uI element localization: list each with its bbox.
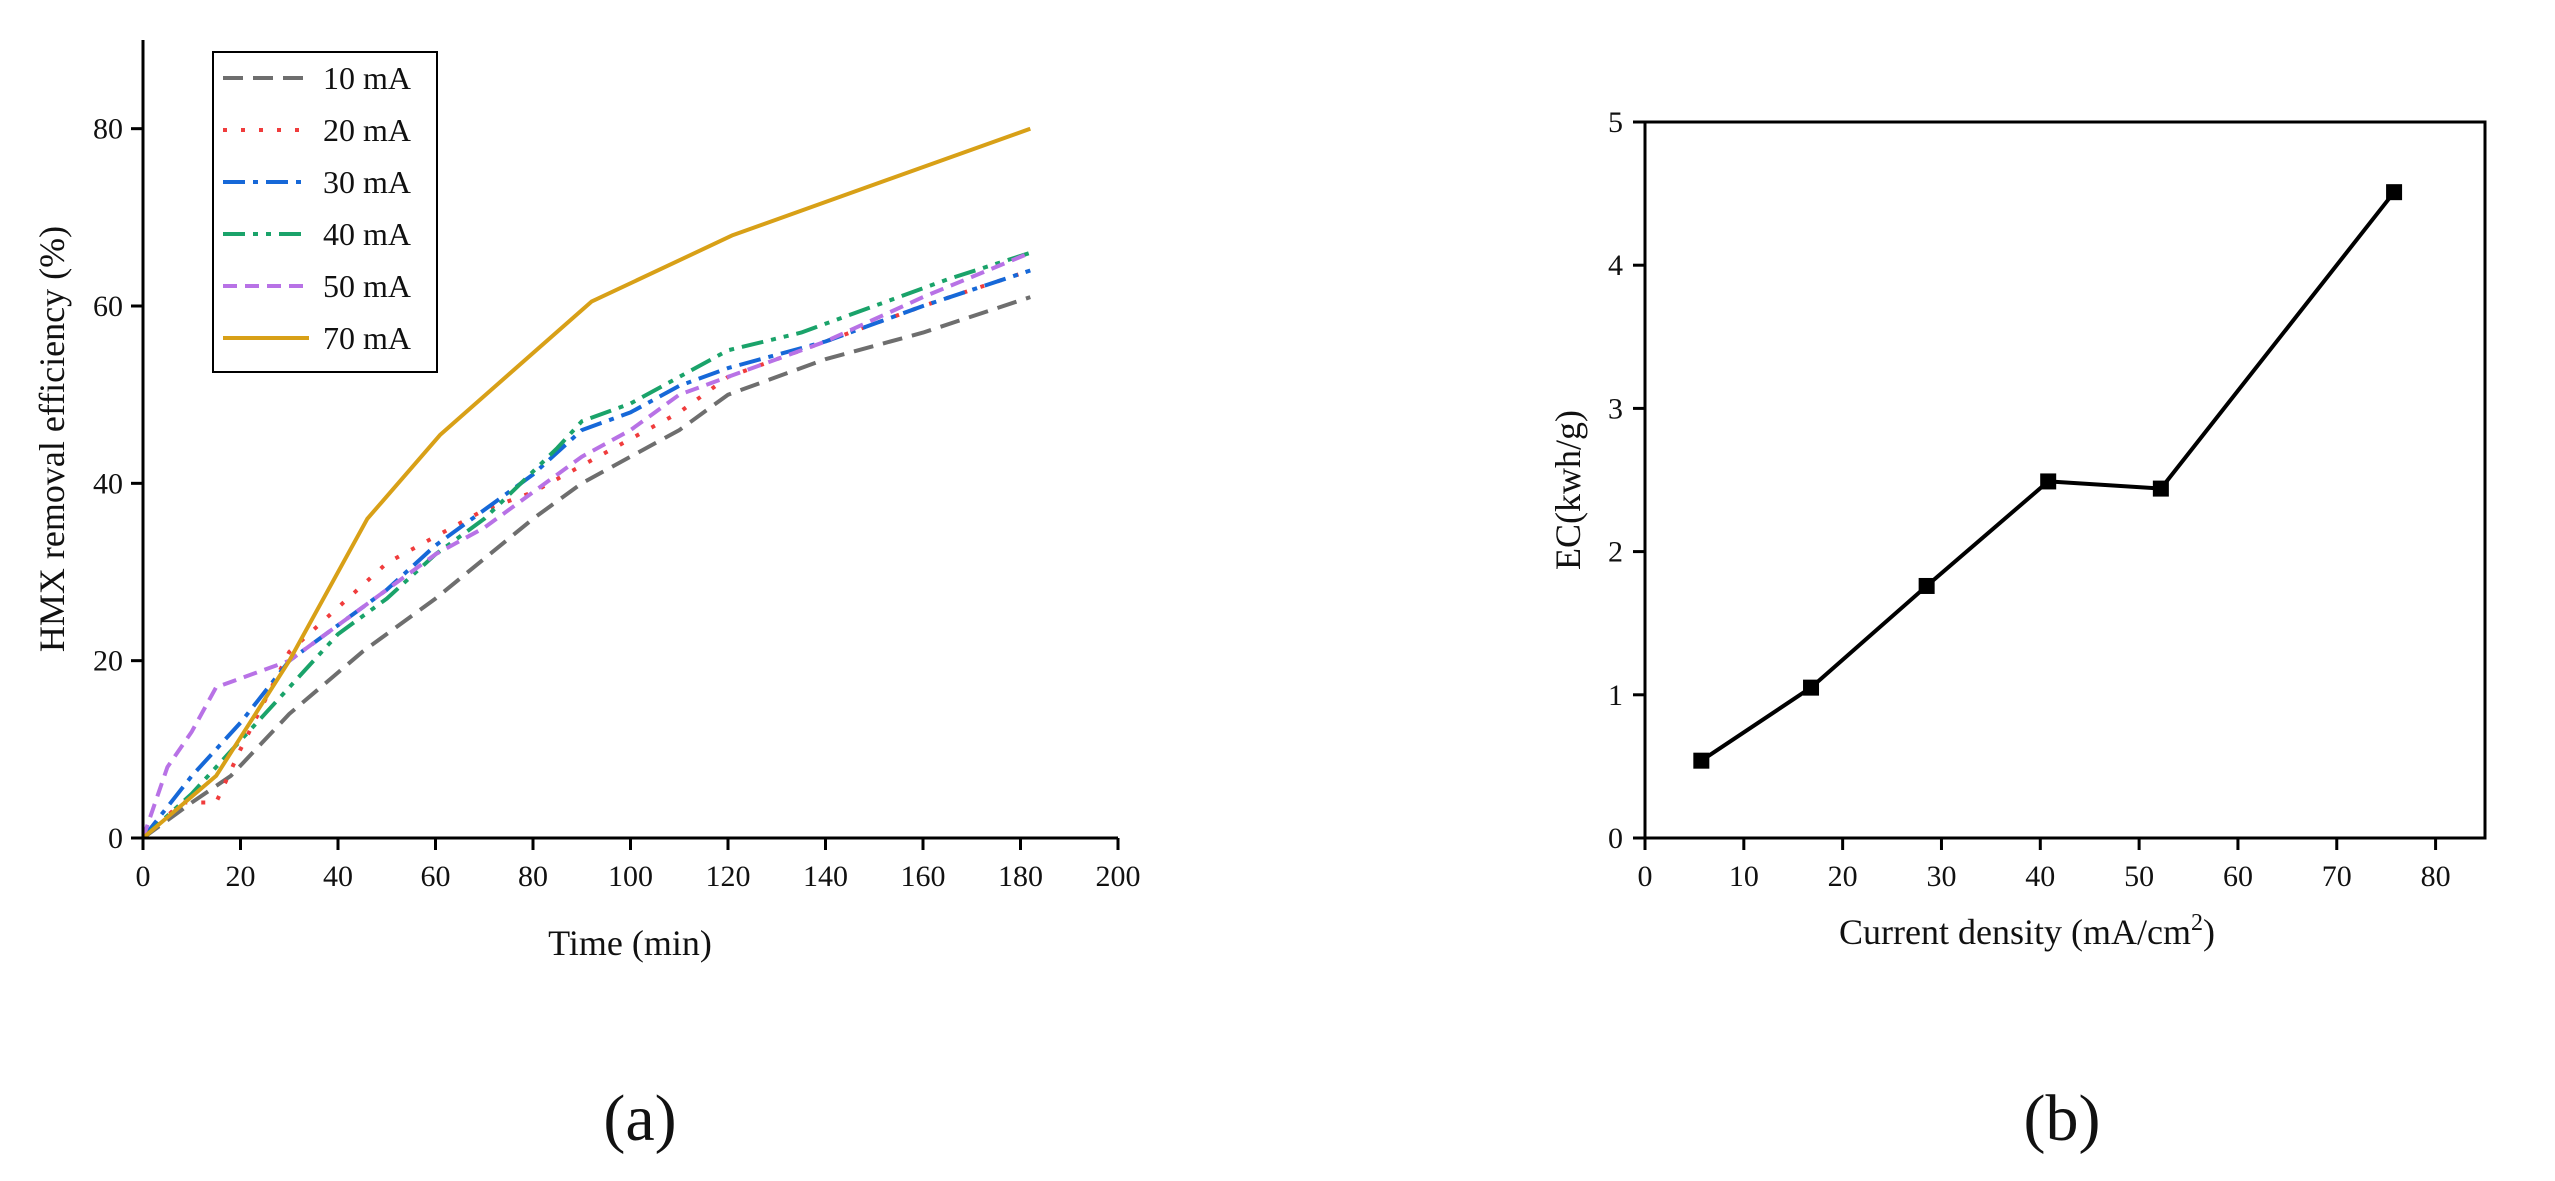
panel-b-x-axis-label-main: Current density (mA/cm (1839, 912, 2191, 952)
panel-b: 0 10 20 30 40 50 60 70 80 0 1 2 3 4 5 Current density … (1548, 106, 2487, 1155)
panel-a-ticks: 0 20 40 60 80 100 120 140 160 180 200 0 20 40 60 80 (93, 113, 1141, 893)
ec-data-point (1803, 679, 1820, 696)
ec-data-point (2386, 184, 2403, 201)
legend-frame (212, 51, 438, 373)
panel-a-legend: 10 mA 20 mA 30 mA 40 mA 50 mA 70 mA (212, 51, 438, 373)
panel-b-x-tick-label: 10 (1729, 860, 1759, 893)
legend-entry-label: 20 mA (323, 112, 411, 148)
panel-b-x-tick-label: 30 (1926, 860, 1956, 893)
panel-b-y-tick-label: 4 (1608, 249, 1623, 282)
ec-data-point (2152, 480, 2169, 497)
ec-series-line (1700, 190, 2396, 763)
panel-b-frame (1643, 120, 2487, 840)
legend-entry-label: 50 mA (323, 268, 411, 304)
panel-b-x-tick-label: 20 (1828, 860, 1858, 893)
series-line-50ma (141, 250, 1032, 839)
panel-a-y-tick-label: 60 (93, 290, 123, 323)
legend-entry-label: 10 mA (323, 60, 411, 96)
panel-b-x-axis-label: Current density (mA/cm2) (1839, 910, 2215, 952)
panel-b-x-tick-label: 40 (2025, 860, 2055, 893)
panel-b-y-axis-label: EC(kwh/g) (1548, 410, 1588, 570)
panel-a-x-tick-label: 20 (226, 860, 256, 893)
panel-a-y-tick-label: 80 (93, 113, 123, 146)
panel-a: 0 20 40 60 80 100 120 140 160 180 200 0 20 40 60 80 Tim… (32, 40, 1141, 1155)
panel-b-y-tick-label: 1 (1608, 679, 1623, 712)
panel-a-x-tick-label: 100 (608, 860, 653, 893)
ec-data-point (2040, 473, 2057, 490)
series-line-40ma (141, 250, 1031, 840)
panel-b-x-tick-label: 70 (2322, 860, 2352, 893)
panel-a-x-tick-label: 80 (518, 860, 548, 893)
series-line-30ma (141, 268, 1031, 840)
series-line-70ma (141, 126, 1031, 840)
legend-entry-label: 40 mA (323, 216, 411, 252)
panel-b-x-tick-label: 0 (1638, 860, 1653, 893)
panel-a-y-tick-label: 0 (108, 822, 123, 855)
panel-b-y-tick-label: 0 (1608, 822, 1623, 855)
panel-a-x-tick-label: 0 (136, 860, 151, 893)
legend-entry-label: 70 mA (323, 320, 411, 356)
panel-b-x-tick-label: 80 (2421, 860, 2451, 893)
panel-a-y-axis-label: HMX removal efficiency (%) (32, 226, 72, 652)
panel-a-x-tick-label: 180 (998, 860, 1043, 893)
panel-a-x-tick-label: 60 (421, 860, 451, 893)
ec-data-point (1693, 752, 1710, 769)
panel-a-x-tick-label: 120 (706, 860, 751, 893)
panel-a-label: (a) (603, 1082, 676, 1155)
panel-a-x-tick-label: 140 (803, 860, 848, 893)
panel-b-x-axis-label-sup: 2 (2191, 910, 2203, 936)
panel-b-ticks: 0 10 20 30 40 50 60 70 80 0 1 2 3 4 5 (1608, 106, 2451, 893)
panel-b-label: (b) (2024, 1082, 2101, 1155)
panel-a-x-tick-label: 40 (323, 860, 353, 893)
panel-b-y-tick-label: 3 (1608, 392, 1623, 425)
panel-a-x-tick-label: 160 (901, 860, 946, 893)
panel-a-y-tick-label: 40 (93, 467, 123, 500)
panel-a-y-tick-label: 20 (93, 645, 123, 678)
ec-data-point (1918, 577, 1935, 594)
legend-entry-label: 30 mA (323, 164, 411, 200)
panel-b-series-group (1693, 184, 2403, 769)
panel-b-x-axis-label-end: ) (2203, 912, 2215, 952)
panel-b-y-tick-label: 5 (1608, 106, 1623, 139)
panel-a-x-axis-label: Time (min) (548, 923, 712, 963)
panel-b-x-tick-label: 50 (2124, 860, 2154, 893)
panel-b-y-tick-label: 2 (1608, 536, 1623, 569)
panel-b-x-tick-label: 60 (2223, 860, 2253, 893)
panel-a-x-tick-label: 200 (1096, 860, 1141, 893)
series-line-10ma (141, 295, 1031, 840)
panel-a-series-group (141, 126, 1032, 840)
